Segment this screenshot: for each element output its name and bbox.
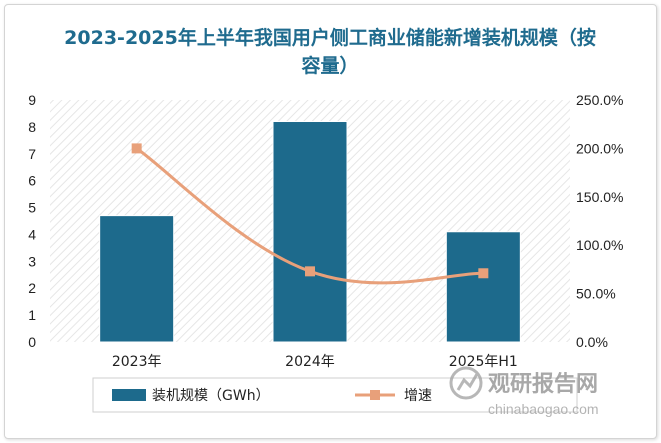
y-left-tick-label: 9 [28,92,36,108]
y-left-tick-label: 4 [28,226,36,242]
y-right-tick-label: 50.0% [576,286,616,302]
growth-point [132,143,142,153]
legend-bar-swatch [112,389,146,401]
legend-line-marker [370,390,380,400]
y-left-tick-label: 5 [28,200,36,216]
y-right-tick-label: 150.0% [576,189,623,205]
y-left-tick-label: 3 [28,253,36,269]
y-left-tick-label: 2 [28,280,36,296]
watermark-site: chinabaogao.com [488,401,599,417]
x-category-label: 2025年H1 [449,354,518,370]
x-category-label: 2024年 [285,354,335,370]
y-right-tick-label: 0.0% [576,334,608,350]
y-left-tick-label: 6 [28,173,36,189]
growth-point [305,266,315,276]
legend-bar-label: 装机规模（GWh） [152,388,270,404]
watermark-brand: 观研报告网 [488,372,598,397]
y-right-tick-label: 200.0% [576,140,623,156]
bar [273,122,347,342]
y-left-tick-label: 1 [28,307,36,323]
y-left-tick-label: 7 [28,146,36,162]
y-left-tick-label: 0 [28,334,36,350]
y-right-tick-label: 250.0% [576,92,623,108]
bar [100,216,174,342]
y-left-tick-label: 8 [28,119,36,135]
legend-line-label: 增速 [404,388,432,404]
bar [446,232,520,342]
growth-point [478,268,488,278]
x-category-label: 2023年 [112,354,162,370]
y-right-tick-label: 100.0% [576,237,623,253]
